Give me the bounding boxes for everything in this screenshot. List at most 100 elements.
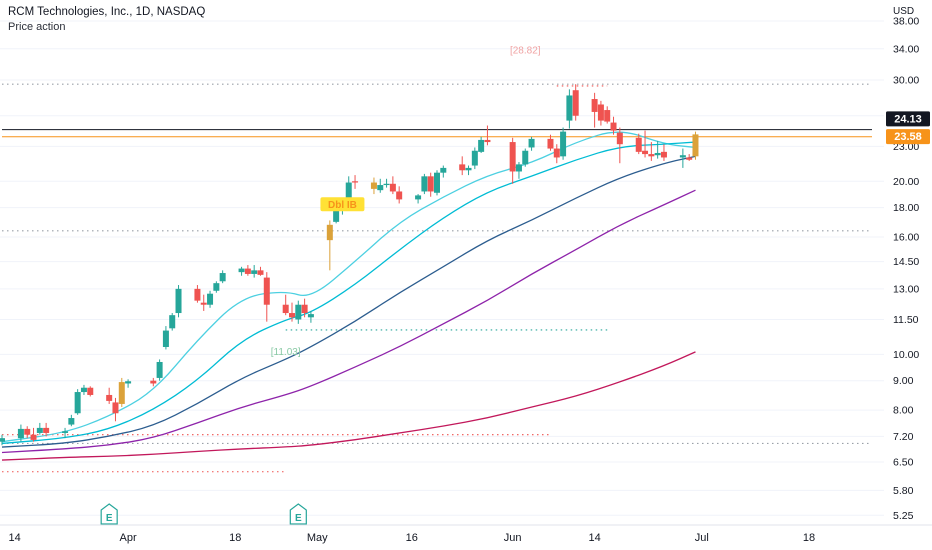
price-tag-box	[886, 129, 930, 145]
candlestick-series	[0, 84, 699, 446]
price-tick-label: 30.00	[893, 75, 919, 87]
price-tick-label: 38.00	[893, 15, 919, 27]
time-tick-label: 18	[803, 532, 815, 544]
candle-body	[263, 277, 270, 305]
candle	[389, 176, 396, 195]
candle	[87, 386, 94, 397]
candle-body	[207, 293, 214, 305]
candle	[370, 177, 377, 195]
candle	[396, 186, 403, 204]
candle-body	[471, 150, 478, 166]
price-tick-label: 7.20	[893, 431, 914, 443]
candle-body	[509, 142, 516, 172]
time-tick-label: Apr	[120, 532, 137, 544]
annotation-label: [11.03]	[271, 347, 301, 358]
candle-body	[434, 172, 440, 193]
candle-body	[156, 361, 163, 378]
candle-body	[528, 138, 535, 148]
candle	[219, 270, 226, 284]
candle-body	[125, 381, 132, 384]
horizontal-grid	[0, 20, 884, 516]
price-tick-label: 10.00	[893, 349, 919, 361]
annotation-label: [28.82]	[510, 46, 541, 57]
candle-body	[257, 270, 264, 275]
candle-body	[30, 434, 37, 440]
candle-body	[465, 167, 472, 171]
candle	[553, 144, 560, 164]
candle	[282, 294, 289, 316]
moving-average-line	[1, 141, 696, 445]
time-tick-label: May	[307, 532, 328, 544]
candle	[43, 422, 50, 437]
candle	[572, 84, 579, 121]
candle	[560, 127, 567, 160]
candle	[263, 272, 270, 322]
candle-body	[547, 138, 554, 149]
candle-body	[80, 387, 87, 393]
candle-body	[377, 185, 384, 191]
candle	[484, 125, 491, 146]
candle-body	[87, 387, 94, 395]
moving-average-line	[1, 189, 696, 454]
candle-body	[642, 150, 649, 155]
candle	[295, 300, 302, 324]
candle-body	[478, 139, 485, 152]
time-axis[interactable]: 14 Apr 18 May 16 Jun 14 Jul 18	[8, 532, 815, 544]
candle-body	[440, 167, 447, 173]
candle	[566, 89, 573, 129]
candle-body	[604, 110, 611, 122]
price-tag-box	[886, 111, 930, 127]
candle	[642, 130, 649, 158]
price-axis[interactable]: USD 38.0034.0030.0026.0023.0020.0018.001…	[893, 6, 919, 522]
candle-body	[0, 438, 5, 442]
currency-label: USD	[893, 6, 914, 17]
candle-body	[421, 176, 428, 192]
candle	[440, 165, 447, 178]
candle	[604, 106, 611, 124]
earnings-marker-shape	[289, 503, 307, 525]
candle-body	[370, 182, 377, 189]
candle-body	[572, 90, 579, 116]
candle-body	[597, 104, 604, 121]
candle	[326, 220, 333, 271]
candle	[415, 194, 422, 204]
price-tick-label: 11.50	[893, 314, 919, 326]
candle-body	[648, 154, 655, 157]
candle	[194, 285, 201, 303]
candle-body	[352, 181, 359, 183]
candle-body	[610, 122, 617, 131]
price-tick-label: 13.00	[893, 283, 919, 295]
time-tick-label: 14	[8, 532, 20, 544]
candle	[660, 144, 667, 161]
candle	[251, 265, 258, 278]
candle-body	[692, 134, 699, 157]
candle	[112, 397, 119, 422]
candle	[377, 178, 384, 193]
candle-body	[62, 431, 69, 433]
candle-body	[24, 428, 31, 435]
candle	[635, 133, 642, 155]
candle	[686, 154, 693, 161]
candle-body	[194, 288, 201, 301]
candle-body	[560, 131, 567, 157]
candle-body	[36, 427, 43, 433]
candle	[244, 265, 251, 276]
candle	[307, 310, 314, 323]
candle	[30, 427, 37, 442]
candle	[169, 313, 176, 331]
candle-body	[654, 152, 661, 156]
candle-body	[616, 132, 623, 145]
price-tag-label: 24.13	[894, 113, 922, 125]
price-tick-label: 18.00	[893, 202, 919, 214]
candle-body	[200, 302, 207, 305]
candle	[68, 414, 75, 427]
candle-body	[295, 304, 302, 320]
price-tick-label: 6.50	[893, 456, 914, 468]
candle	[459, 156, 466, 176]
candle	[80, 384, 87, 395]
time-tick-label: Jun	[504, 532, 522, 544]
candle	[162, 326, 169, 350]
candle-body	[345, 182, 352, 199]
